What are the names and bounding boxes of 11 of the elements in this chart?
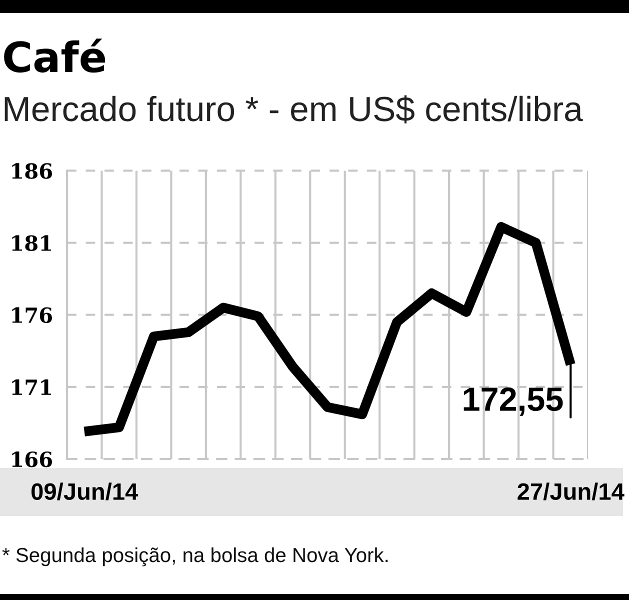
text: * Segunda posição, na bolsa de Nova York.: [2, 547, 388, 566]
x-tick-label: 09/Jun/14: [31, 482, 138, 500]
y-tick-label: 176: [12, 307, 52, 324]
y-tick-label: 186: [12, 163, 52, 179]
chart-subtitle: Mercado futuro * - em US$ cents/libra: [4, 95, 583, 124]
data-label: 172,55: [464, 387, 563, 416]
y-tick-label: 171: [12, 379, 52, 395]
x-tick-label: 27/Jun/14: [518, 482, 624, 500]
chart-title: Café: [4, 38, 106, 73]
y-tick-label: 166: [12, 451, 52, 468]
y-tick-label: 181: [12, 235, 52, 251]
